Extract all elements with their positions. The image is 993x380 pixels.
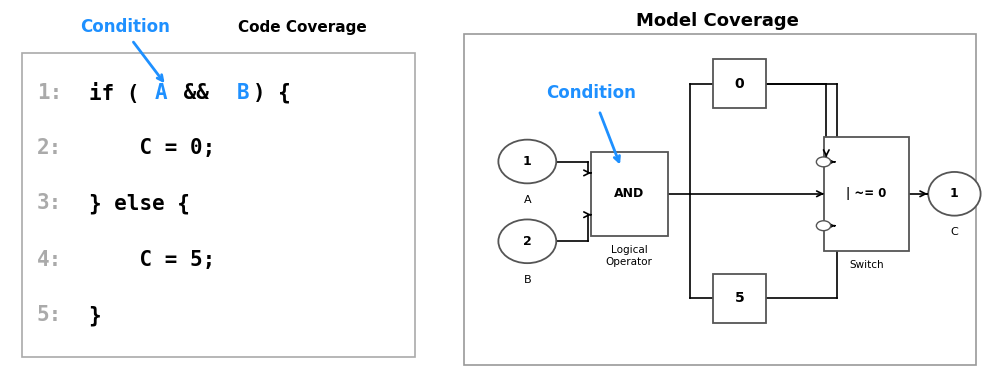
Text: 1: 1	[950, 187, 959, 200]
FancyBboxPatch shape	[713, 274, 766, 323]
Text: C: C	[950, 227, 958, 237]
Text: C = 0;: C = 0;	[88, 138, 214, 158]
Text: | ~= 0: | ~= 0	[846, 187, 887, 200]
Circle shape	[816, 157, 831, 167]
Text: 5:: 5:	[37, 306, 62, 325]
Text: } else {: } else {	[88, 193, 190, 214]
Text: C = 5;: C = 5;	[88, 250, 214, 270]
Text: }: }	[88, 305, 101, 326]
Text: A: A	[154, 83, 167, 103]
Text: A: A	[523, 195, 531, 205]
Text: AND: AND	[614, 187, 644, 200]
Text: 3:: 3:	[37, 193, 62, 213]
FancyBboxPatch shape	[22, 53, 415, 357]
Text: Condition: Condition	[80, 18, 170, 36]
FancyBboxPatch shape	[823, 137, 909, 251]
FancyBboxPatch shape	[713, 59, 766, 108]
Text: B: B	[236, 83, 249, 103]
FancyBboxPatch shape	[464, 34, 976, 365]
Text: 5: 5	[735, 291, 745, 305]
Text: 2:: 2:	[37, 138, 62, 158]
Text: B: B	[523, 274, 531, 285]
Text: 0: 0	[735, 77, 745, 90]
Text: Model Coverage: Model Coverage	[636, 12, 799, 30]
Text: ) {: ) {	[252, 83, 291, 103]
Ellipse shape	[498, 220, 556, 263]
Text: Code Coverage: Code Coverage	[238, 20, 366, 35]
Text: 1:: 1:	[37, 83, 62, 103]
Text: 2: 2	[523, 235, 531, 248]
Text: Switch: Switch	[849, 260, 884, 270]
Text: &&: &&	[171, 83, 221, 103]
Text: Condition: Condition	[546, 84, 636, 102]
Ellipse shape	[928, 172, 981, 216]
Text: 1: 1	[523, 155, 531, 168]
Text: if (: if (	[88, 82, 139, 104]
Text: Logical
Operator: Logical Operator	[606, 245, 652, 267]
Ellipse shape	[498, 140, 556, 184]
Circle shape	[816, 221, 831, 231]
FancyBboxPatch shape	[591, 152, 668, 236]
Text: 4:: 4:	[37, 250, 62, 270]
